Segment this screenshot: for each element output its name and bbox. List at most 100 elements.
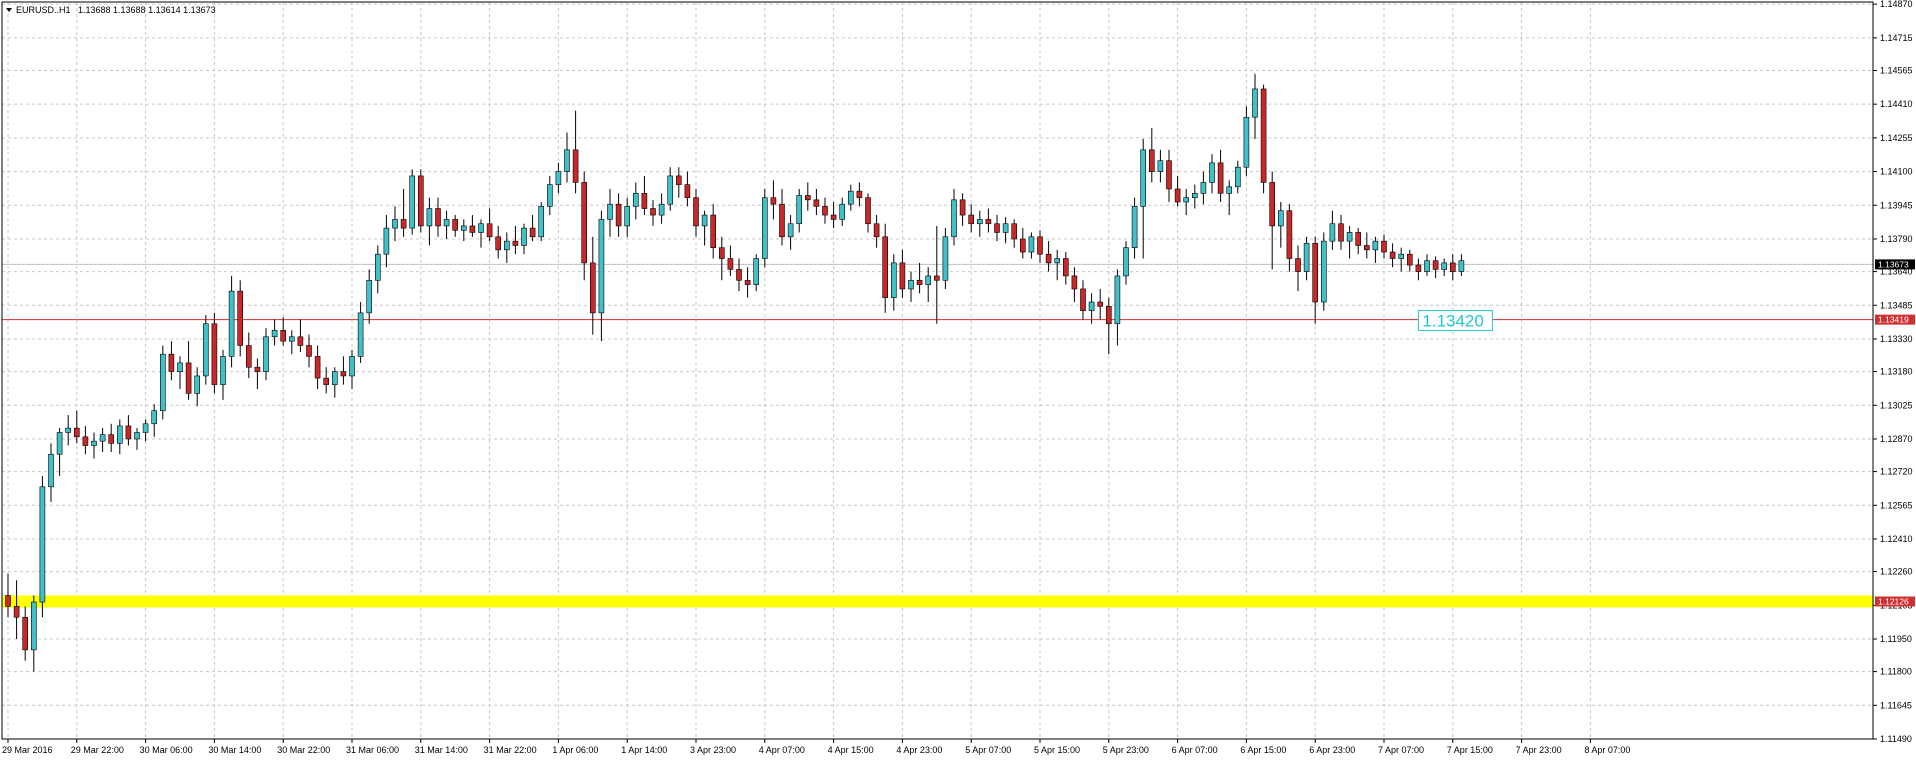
candle-body: [1149, 149, 1155, 172]
candle-body: [211, 323, 218, 385]
candle-body: [478, 223, 484, 233]
candle-body: [701, 214, 708, 227]
candle-body: [1217, 162, 1224, 194]
x-tick-label: 31 Mar 06:00: [346, 745, 399, 755]
candles[interactable]: [5, 73, 1465, 672]
candle-body: [882, 236, 889, 298]
y-tick-label: 1.13330: [1880, 334, 1913, 344]
candle-body: [435, 208, 441, 227]
x-tick-label: 4 Apr 15:00: [828, 745, 874, 755]
candle-body: [727, 258, 734, 270]
candle-body: [297, 336, 304, 346]
candle-body: [632, 193, 639, 207]
candle-body: [1424, 260, 1430, 272]
price-annotation[interactable]: 1.13420: [1417, 309, 1493, 331]
y-tick-label: 1.14100: [1880, 167, 1913, 177]
candle-body: [512, 240, 519, 246]
candle-body: [1295, 258, 1301, 272]
candle-body: [529, 227, 536, 238]
candle-body: [288, 336, 295, 342]
candle-body: [521, 227, 527, 246]
y-tick-label: 1.14410: [1880, 99, 1913, 109]
candle-body: [942, 236, 949, 281]
candle-body: [873, 223, 880, 238]
x-tick-label: 30 Mar 22:00: [277, 745, 330, 755]
y-tick-label: 1.13180: [1880, 367, 1913, 377]
candle-body: [813, 199, 820, 207]
candle-body: [658, 203, 665, 216]
y-tick-label: 1.13790: [1880, 234, 1913, 244]
candle-body: [246, 345, 252, 368]
candle-body: [91, 440, 97, 446]
candle-body: [555, 171, 562, 185]
candle-body: [366, 279, 373, 314]
candle-body: [142, 423, 149, 433]
candle-body: [847, 190, 854, 205]
bid-price-tag-bg: [1875, 259, 1915, 270]
candle-body: [796, 195, 803, 225]
candle-body: [976, 219, 983, 225]
plot-frame: [1, 1, 1874, 740]
candle-body: [30, 601, 37, 651]
dropdown-triangle-icon[interactable]: [6, 8, 12, 12]
candle-body: [1183, 197, 1189, 203]
candle-body: [581, 182, 588, 264]
candle-body: [13, 606, 20, 618]
candle-body: [39, 486, 46, 603]
y-tick-label: 1.11800: [1880, 667, 1912, 677]
candle-body: [48, 453, 54, 488]
candle-body: [1114, 275, 1121, 325]
candle-body: [1458, 260, 1465, 272]
candle-body: [1286, 210, 1293, 259]
candle-body: [572, 149, 579, 183]
candle-body: [744, 279, 751, 285]
candle-body: [374, 253, 381, 281]
candle-body: [1303, 243, 1310, 272]
candle-body: [349, 356, 355, 377]
candle-body: [1045, 253, 1052, 264]
x-tick-label: 5 Apr 07:00: [965, 745, 1011, 755]
candle-body: [1407, 253, 1413, 266]
candle-body: [607, 203, 613, 220]
candle-body: [856, 190, 863, 198]
candle-body: [1174, 188, 1181, 203]
candle-body: [1338, 223, 1344, 242]
x-tick-label: 1 Apr 06:00: [552, 745, 598, 755]
y-tick-label: 1.12260: [1880, 567, 1913, 577]
candle-body: [538, 206, 545, 238]
x-tick-label: 6 Apr 23:00: [1309, 745, 1355, 755]
candle-body: [1097, 301, 1103, 307]
support-zone-band: [2, 595, 1873, 608]
candle-body: [443, 219, 450, 227]
zone-price-tag-bg: [1875, 596, 1915, 607]
y-tick-label: 1.13945: [1880, 200, 1913, 210]
candle-body: [409, 175, 416, 229]
candle-body: [925, 275, 932, 285]
candle-body: [503, 240, 510, 251]
x-tick-label: 7 Apr 07:00: [1378, 745, 1424, 755]
candle-body: [426, 208, 433, 227]
candle-body: [1002, 223, 1009, 233]
x-tick-label: 5 Apr 23:00: [1103, 745, 1149, 755]
x-tick-label: 30 Mar 14:00: [208, 745, 261, 755]
time-axis[interactable]: 29 Mar 2016 29 Mar 22:00 30 Mar 06:00 30 Ma…: [2, 739, 1630, 755]
candle-body: [254, 366, 261, 372]
candle-body: [1157, 160, 1164, 172]
candle-body: [125, 425, 132, 440]
candle-body: [65, 427, 71, 433]
candle-body: [314, 356, 321, 379]
candle-body: [134, 432, 140, 440]
candle-body: [108, 434, 114, 444]
candle-body: [151, 410, 157, 425]
candle-body: [1346, 232, 1353, 242]
x-tick-label: 6 Apr 15:00: [1240, 745, 1286, 755]
candle-body: [1131, 206, 1138, 248]
price-axis[interactable]: 1.14870 1.14715 1.14565 1.14410 1.14255 1.141…: [1873, 0, 1913, 744]
candle-body: [908, 279, 914, 290]
candle-body: [959, 199, 966, 216]
ohlc-label: 1.13688 1.13688 1.13614 1.13673: [78, 5, 216, 15]
candle-body: [1312, 243, 1318, 303]
